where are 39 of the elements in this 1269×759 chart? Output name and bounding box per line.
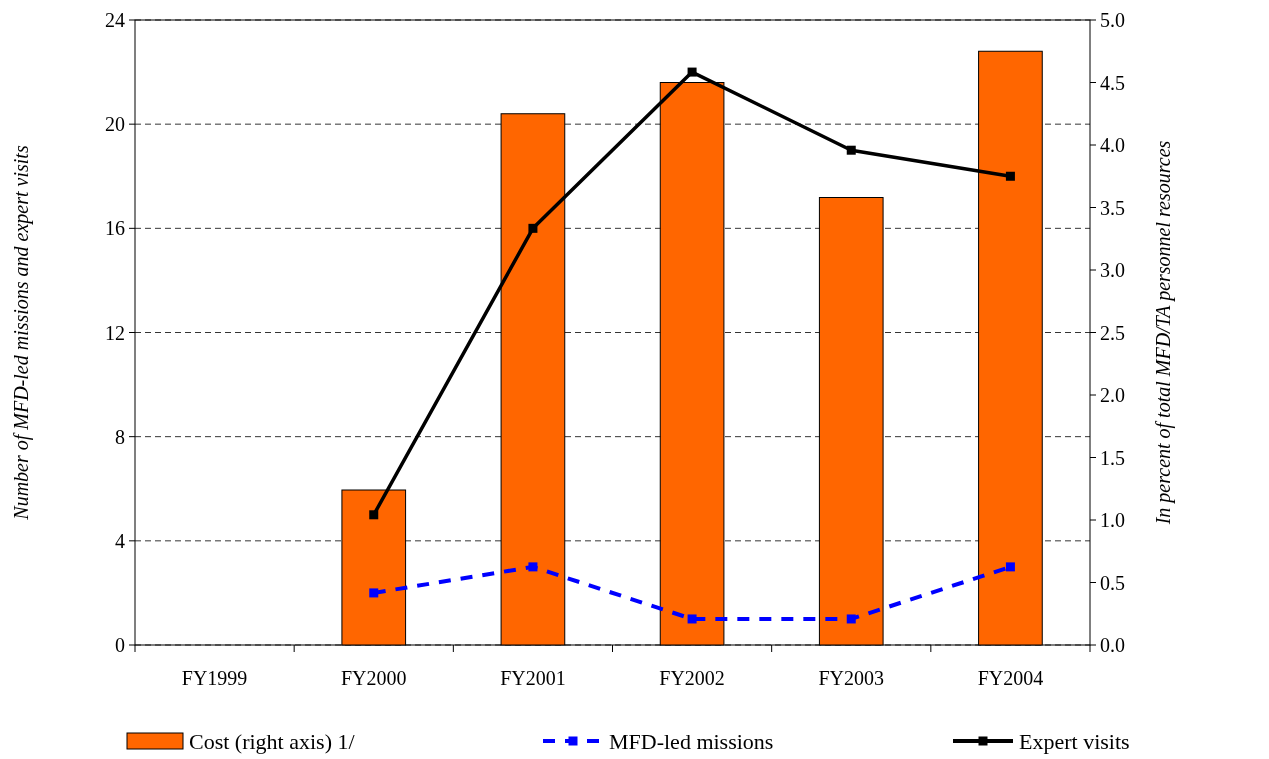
point (846, 145, 856, 155)
point (528, 562, 538, 572)
y-tick-label: 0 (115, 634, 125, 656)
point (369, 510, 379, 520)
point (1005, 171, 1015, 181)
y2-tick-label: 0.0 (1100, 634, 1125, 656)
point (687, 67, 697, 77)
point (846, 614, 856, 624)
y2-tick-label: 2.0 (1100, 384, 1125, 406)
x-tick-label: FY2001 (500, 667, 566, 689)
y-tick-label: 12 (105, 321, 125, 344)
legend-label: MFD-led missions (609, 728, 774, 754)
x-tick-label: FY2000 (340, 667, 407, 689)
point (687, 614, 697, 624)
legend-label: Cost (right axis) 1/ (189, 728, 356, 754)
y2-tick-label: 5.0 (1100, 9, 1125, 31)
legend-label: Expert visits (1019, 728, 1130, 754)
x-tick-label: FY1999 (181, 667, 248, 689)
x-tick-label: FY2003 (818, 667, 885, 689)
y2-tick-label: 4.0 (1100, 134, 1125, 156)
y-tick-label: 8 (115, 425, 125, 448)
y2-tick-label: 1.5 (1100, 446, 1125, 469)
y-tick-label: 24 (105, 9, 125, 31)
y-tick-label: 4 (115, 529, 125, 552)
y2-tick-label: 1.0 (1100, 509, 1125, 531)
y2-tick-label: 4.5 (1100, 71, 1125, 94)
point (528, 223, 538, 233)
y2-tick-label: 2.5 (1100, 321, 1125, 344)
x-tick-label: FY2002 (659, 667, 725, 689)
y2-tick-label: 3.5 (1100, 196, 1125, 219)
x-tick-label: FY2004 (977, 667, 1044, 689)
point (1005, 562, 1015, 572)
y2-tick-label: 3.0 (1100, 259, 1125, 281)
y-axis-title: Number of MFD-led missions and expert visits (10, 145, 33, 521)
y-tick-label: 16 (105, 217, 125, 240)
y-tick-label: 20 (105, 113, 125, 136)
point (369, 588, 379, 598)
y2-tick-label: 0.5 (1100, 571, 1125, 594)
y2-axis-title: In percent of total MFD/TA personnel resources (1152, 140, 1175, 526)
